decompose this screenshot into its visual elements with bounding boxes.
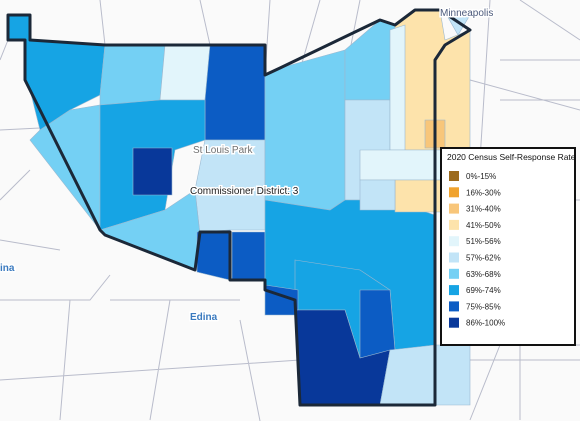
legend-label: 51%-56% (466, 237, 501, 246)
tract (204, 44, 266, 141)
legend-swatch (449, 203, 459, 214)
legend-label: 86%-100% (466, 319, 505, 328)
legend-label: 31%-40% (466, 205, 501, 214)
tract (99, 44, 166, 106)
tract (196, 229, 231, 281)
district-label: Commissioner District: 3 (190, 186, 299, 197)
place-label: Minneapolis (440, 8, 493, 19)
legend-swatch (449, 285, 459, 296)
legend-swatch (449, 317, 459, 328)
place-label: Edina (190, 312, 218, 323)
tract (389, 24, 406, 151)
tract (379, 344, 471, 406)
legend-swatch (449, 236, 459, 247)
legend-label: 69%-74% (466, 286, 501, 295)
legend-title: 2020 Census Self-Response Rate (447, 152, 576, 162)
legend: 2020 Census Self-Response Rate 0%-15% 16%… (440, 147, 576, 346)
legend-swatch (449, 171, 459, 181)
tract (231, 231, 266, 281)
legend-label: 41%-50% (466, 221, 501, 230)
tract (359, 179, 396, 211)
tract (132, 147, 173, 196)
legend-label: 0%-15% (466, 172, 496, 181)
census-tracts (7, 9, 471, 406)
district-boundary (6, 8, 472, 407)
legend-label: 75%-85% (466, 302, 501, 311)
place-label: St Louis Park (193, 145, 253, 156)
legend-label: 16%-30% (466, 188, 501, 197)
legend-box (440, 147, 576, 346)
legend-swatch (449, 252, 459, 263)
tract (359, 289, 396, 359)
legend-swatch (449, 268, 459, 279)
tract (159, 44, 211, 101)
legend-swatch (449, 219, 459, 230)
tract (359, 149, 446, 181)
place-label: ina (0, 263, 15, 274)
legend-label: 57%-62% (466, 254, 501, 263)
tract (394, 179, 446, 213)
legend-swatch (449, 301, 459, 312)
legend-label: 63%-68% (466, 270, 501, 279)
legend-swatch (449, 187, 459, 198)
